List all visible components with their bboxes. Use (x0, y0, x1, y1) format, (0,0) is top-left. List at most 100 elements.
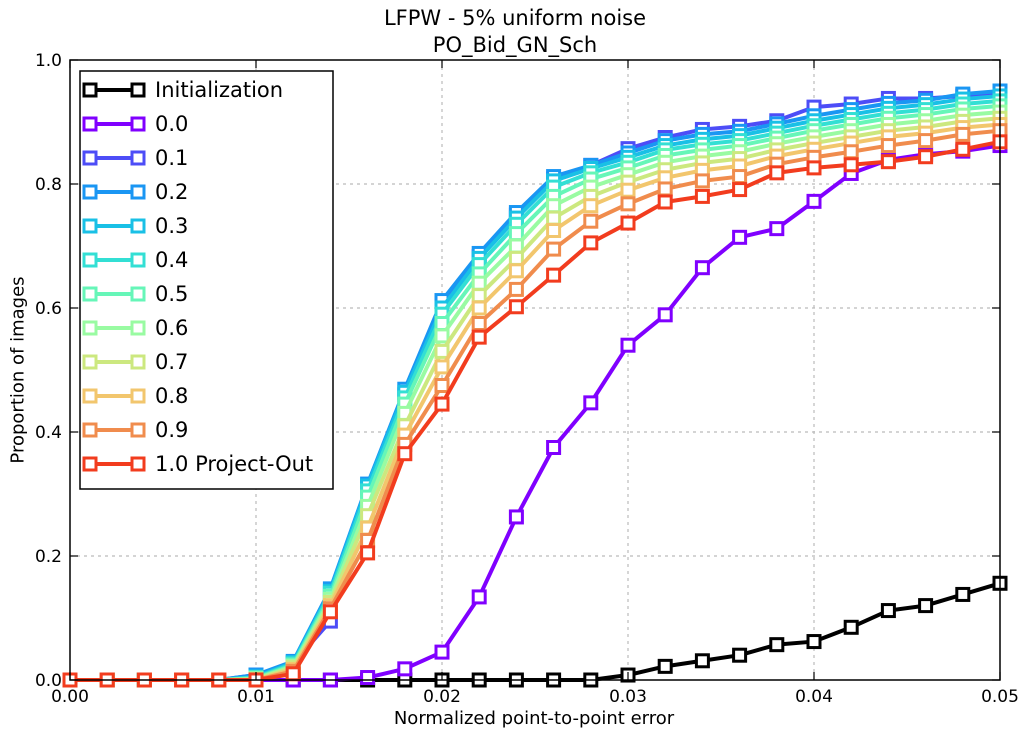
data-point (397, 446, 413, 462)
data-point (434, 328, 450, 344)
data-point (657, 181, 673, 197)
legend-marker (82, 150, 98, 166)
data-point (843, 157, 859, 173)
legend-marker (82, 82, 98, 98)
data-point (546, 267, 562, 283)
x-axis-label: Normalized point-to-point error (393, 708, 675, 729)
legend-item: 0.7 (82, 350, 188, 374)
legend-item: 0.2 (82, 180, 188, 204)
legend-label: 0.1 (155, 146, 188, 170)
data-point (806, 193, 822, 209)
data-point (769, 637, 785, 653)
legend-marker (130, 184, 146, 200)
data-point (657, 307, 673, 323)
data-point (434, 396, 450, 412)
x-tick-label: 0.04 (795, 687, 833, 707)
legend-marker (82, 320, 98, 336)
data-point (546, 241, 562, 257)
data-point (471, 300, 487, 316)
legend-item: 0.4 (82, 248, 188, 272)
data-point (546, 198, 562, 214)
x-tick-label: 0.01 (237, 687, 275, 707)
data-point (434, 343, 450, 359)
legend-marker (82, 218, 98, 234)
data-point (732, 169, 748, 185)
data-point (434, 644, 450, 660)
data-point (732, 182, 748, 198)
data-point (471, 316, 487, 331)
data-point (694, 188, 710, 204)
data-point (620, 215, 636, 231)
data-point (955, 126, 971, 142)
data-point (508, 263, 524, 279)
data-point (880, 154, 896, 170)
legend-marker (130, 116, 146, 132)
legend-item: 0.5 (82, 282, 188, 306)
data-point (806, 160, 822, 176)
legend-marker (130, 422, 146, 438)
legend-marker (130, 388, 146, 404)
data-point (583, 198, 599, 214)
data-point (546, 210, 562, 226)
series-line (70, 581, 1001, 682)
data-point (508, 299, 524, 315)
y-tick-label: 1.0 (35, 51, 62, 71)
data-point (508, 509, 524, 525)
series-0 (62, 575, 1008, 688)
plot-frame (69, 59, 1001, 681)
data-point (583, 213, 599, 229)
data-point (471, 288, 487, 304)
data-point (471, 275, 487, 291)
data-point (880, 603, 896, 619)
data-point (918, 149, 934, 165)
legend: Initialization 0.0 0.1 0.2 0.3 0.4 0.5 0.6 0.7 0.… (79, 70, 334, 490)
data-point (918, 598, 934, 614)
data-point (843, 619, 859, 635)
data-point (918, 133, 934, 149)
legend-label: 1.0 Project-Out (155, 452, 313, 476)
legend-item: 0.9 (82, 418, 188, 442)
legend-marker (130, 82, 146, 98)
data-point (620, 337, 636, 353)
legend-marker (130, 354, 146, 370)
legend-label: 0.2 (155, 180, 188, 204)
data-point (434, 378, 450, 393)
data-point (769, 221, 785, 237)
data-point (955, 141, 971, 157)
y-tick-label: 0.4 (35, 423, 62, 443)
legend-marker (130, 286, 146, 302)
data-point (508, 226, 524, 242)
data-point (620, 182, 636, 198)
legend-item: 0.3 (82, 214, 188, 238)
data-point (769, 165, 785, 181)
x-tick-label: 0.05 (981, 687, 1019, 707)
legend-marker (130, 252, 146, 268)
legend-marker (82, 354, 98, 370)
legend-label: 0.6 (155, 316, 188, 340)
ticks: 0.00 0.01 0.02 0.03 0.04 0.05 0.0 0.2 0.4 0.6 0.8 1… (35, 51, 1019, 707)
data-point (657, 658, 673, 674)
y-tick-label: 0.2 (35, 547, 62, 567)
legend-item: Initialization (82, 78, 283, 102)
data-point (843, 144, 859, 160)
data-point (583, 395, 599, 411)
legend-box (79, 70, 334, 490)
legend-marker (130, 218, 146, 234)
legend-marker (130, 456, 146, 472)
legend-label: Initialization (155, 78, 283, 102)
data-point (657, 194, 673, 210)
data-point (732, 229, 748, 245)
data-point (694, 653, 710, 669)
x-tick-label: 0.03 (609, 687, 647, 707)
data-point (285, 666, 301, 682)
data-point (694, 173, 710, 189)
legend-label: 0.7 (155, 350, 188, 374)
chart-title: LFPW - 5% uniform noise (383, 6, 647, 30)
legend-label: 0.0 (155, 112, 188, 136)
data-point (955, 586, 971, 602)
legend-label: 0.3 (155, 214, 188, 238)
data-point (360, 545, 376, 561)
data-point (508, 238, 524, 254)
y-tick-label: 0.6 (35, 299, 62, 319)
